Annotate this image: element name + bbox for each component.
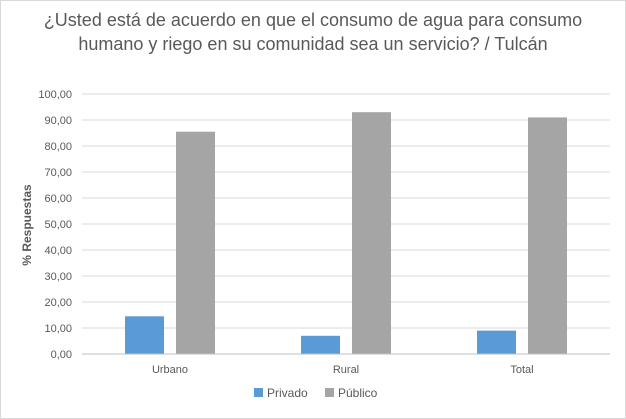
bar-privado-total: [477, 330, 516, 354]
y-tick-labels: 0,00 10,00 20,00 30,00 40,00 50,00 60,00 70,00 8…: [38, 89, 72, 361]
bars: [82, 112, 610, 355]
y-tick-label: 60,00: [44, 193, 72, 205]
bar-pblico-urbano: [176, 131, 215, 354]
y-tick-label: 10,00: [44, 323, 72, 335]
bar-pblico-total: [528, 117, 567, 355]
y-tick-label: 80,00: [44, 141, 72, 153]
x-category-label: Urbano: [152, 364, 188, 376]
chart-title: ¿Usted está de acuerdo en que el consumo…: [43, 10, 583, 54]
legend-label: Privado: [267, 386, 308, 400]
bar-privado-rural: [301, 335, 340, 354]
y-tick-label: 100,00: [38, 89, 72, 101]
y-tick-label: 90,00: [44, 115, 72, 127]
legend-label: Público: [338, 386, 378, 400]
x-category-label: Rural: [333, 364, 359, 376]
bar-privado-urbano: [125, 316, 164, 354]
x-category-label: Total: [510, 364, 533, 376]
y-axis-label: % Respuestas: [20, 184, 34, 266]
y-tick-label: 40,00: [44, 245, 72, 257]
bar-pblico-rural: [352, 112, 391, 354]
y-tick-label: 70,00: [44, 167, 72, 179]
x-category-labels: Urbano Rural Total: [152, 364, 534, 376]
y-tick-label: 20,00: [44, 297, 72, 309]
gridlines: [82, 93, 610, 355]
legend: Privado Público: [254, 386, 378, 400]
y-tick-label: 30,00: [44, 271, 72, 283]
legend-swatch: [254, 388, 263, 397]
legend-swatch: [325, 388, 334, 397]
y-tick-label: 0,00: [51, 349, 72, 361]
y-tick-label: 50,00: [44, 219, 72, 231]
